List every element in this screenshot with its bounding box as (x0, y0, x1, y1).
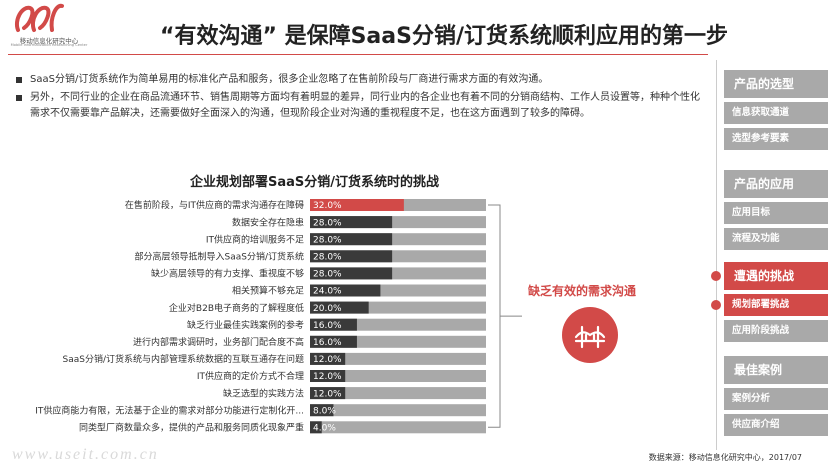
category-label: 数据安全存在隐患 (232, 216, 304, 228)
category-label: 缺少高层领导的有力支撑、重视度不够 (151, 268, 304, 280)
sidebar-divider (716, 60, 717, 450)
data-label: 28.0% (313, 235, 342, 245)
sidebar-item[interactable]: 应用目标 (724, 202, 828, 224)
sidebar-item[interactable]: 选型参考要素 (724, 128, 828, 150)
bar (310, 335, 357, 348)
data-label: 28.0% (313, 253, 342, 263)
bridge-icon (574, 325, 606, 349)
bar (310, 199, 404, 211)
bar-track (310, 250, 486, 263)
bar (310, 318, 357, 331)
category-label: IT供应商的培训服务不足 (206, 233, 304, 245)
bar (310, 301, 369, 314)
bar (310, 250, 393, 263)
category-label: 缺乏选型的实践方法 (223, 387, 304, 399)
logo-name: 移动信息化研究中心 (19, 37, 79, 45)
sidebar-section-title[interactable]: 遭遇的挑战 (724, 262, 828, 290)
logo-subtitle: Mobile Informatization Researching Cente… (10, 43, 88, 47)
bar-track (310, 404, 486, 417)
sidebar-item[interactable]: 供应商介绍 (724, 414, 828, 436)
data-label: 8.0% (313, 406, 336, 416)
bar (310, 216, 393, 229)
bullet-paragraph: 另外，不同行业的企业在商品流通环节、销售周期等方面均有着明显的差异，同行业内的各… (16, 90, 700, 122)
bar-track (310, 387, 486, 400)
sidebar-item[interactable]: 流程及功能 (724, 228, 828, 250)
data-label: 16.0% (313, 338, 342, 348)
sidebar-item[interactable]: 规划部署挑战 (724, 294, 828, 316)
data-label: 24.0% (313, 287, 342, 297)
bar (310, 267, 393, 280)
active-dot-icon (711, 300, 721, 310)
sidebar-section-title[interactable]: 产品的选型 (724, 70, 828, 98)
bar-track (310, 370, 486, 382)
category-label: IT供应商的定价方式不合理 (197, 370, 304, 382)
data-label: 28.0% (313, 270, 342, 280)
data-label: 28.0% (313, 218, 342, 228)
data-label: 32.0% (313, 201, 342, 211)
category-label: 进行内部需求调研时，业务部门配合度不高 (133, 336, 304, 348)
bullet-paragraph: SaaS分销/订货系统作为简单易用的标准化产品和服务，很多企业忽略了在售前阶段与… (16, 72, 700, 88)
sidebar: 产品的选型信息获取通道 选型参考要素产品的应用应用目标流程及功能遭遇的挑战规划部署… (711, 70, 840, 450)
bar (310, 233, 393, 246)
bar-track (310, 421, 486, 434)
bar (310, 404, 334, 417)
bar-track (310, 352, 486, 365)
category-label: IT供应商能力有限，无法基于企业的需求对部分功能进行定制化开... (35, 404, 304, 416)
watermark: www.useit.com.cn (12, 446, 159, 463)
data-label: 12.0% (313, 389, 342, 399)
sidebar-section-title[interactable]: 最佳案例 (724, 356, 828, 384)
logo-mark-icon (15, 3, 64, 32)
sidebar-item[interactable]: 案例分析 (724, 388, 828, 410)
callout-text: 缺乏有效的需求沟通 (528, 284, 637, 298)
bar-chart: 在售前阶段，与IT供应商的需求沟通存在障碍 32.0% 数据安全存在隐患 28.0% I… (35, 199, 522, 434)
sidebar-section-title[interactable]: 产品的应用 (724, 170, 828, 198)
bar (310, 284, 381, 297)
data-label: 20.0% (313, 304, 342, 314)
bar (310, 387, 346, 400)
category-label: 部分高层领导抵制导入SaaS分销/订货系统 (135, 251, 305, 263)
page-title: “有效沟通” 是保障SaaS分销/订货系统顺利应用的第一步 (160, 24, 728, 49)
logo: 移动信息化研究中心 Mobile Informatization Researc… (4, 2, 94, 50)
category-label: 缺乏行业最佳实践案例的参考 (187, 319, 304, 331)
title-divider (8, 54, 708, 55)
chart-title: 企业规划部署SaaS分销/订货系统时的挑战 (190, 175, 440, 190)
bar (310, 370, 346, 382)
data-label: 12.0% (313, 372, 342, 382)
bar (310, 421, 322, 434)
bullet-square-icon (16, 77, 22, 83)
category-label: 相关预算不够充足 (232, 285, 304, 297)
data-label: 16.0% (313, 321, 342, 331)
data-label: 4.0% (313, 424, 336, 434)
bullet-text: SaaS分销/订货系统作为简单易用的标准化产品和服务，很多企业忽略了在售前阶段与… (30, 74, 549, 85)
sidebar-item[interactable]: 应用阶段挑战 (724, 320, 828, 342)
active-dot-icon (711, 271, 721, 281)
data-label: 12.0% (313, 355, 342, 365)
sidebar-item[interactable]: 信息获取通道 (724, 102, 828, 124)
category-label: 企业对B2B电子商务的了解程度低 (169, 302, 304, 314)
bracket-line (488, 204, 501, 428)
bullet-square-icon (16, 95, 22, 101)
category-label: SaaS分销/订货系统与内部管理系统数据的互联互通存在问题 (63, 353, 305, 365)
source-note: 数据来源：移动信息化研究中心，2017/07 (648, 453, 802, 462)
bullet-text: 另外，不同行业的企业在商品流通环节、销售周期等方面均有着明显的差异，同行业内的各… (30, 92, 700, 119)
bridge-badge (562, 307, 618, 363)
category-label: 在售前阶段，与IT供应商的需求沟通存在障碍 (125, 199, 304, 211)
bar (310, 352, 346, 365)
category-label: 同类型厂商数量众多，提供的产品和服务同质化现象严重 (79, 422, 304, 434)
